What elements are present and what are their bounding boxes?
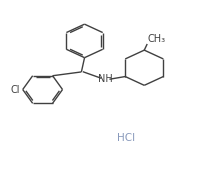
Text: NH: NH <box>98 74 113 84</box>
Text: CH₃: CH₃ <box>147 34 165 44</box>
Text: Cl: Cl <box>11 84 20 94</box>
Text: HCl: HCl <box>117 133 135 143</box>
